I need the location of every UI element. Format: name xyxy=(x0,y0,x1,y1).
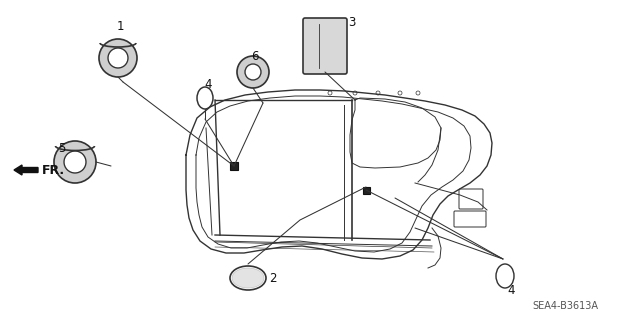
Text: 5: 5 xyxy=(58,143,66,155)
Bar xyxy=(363,187,370,194)
FancyArrow shape xyxy=(14,165,38,175)
Text: 3: 3 xyxy=(348,16,355,28)
Text: 2: 2 xyxy=(269,272,276,286)
Text: 4: 4 xyxy=(204,78,212,91)
Text: SEA4-B3613A: SEA4-B3613A xyxy=(532,301,598,311)
Text: 4: 4 xyxy=(508,285,515,298)
Ellipse shape xyxy=(232,268,264,288)
Text: 6: 6 xyxy=(252,50,259,63)
Text: FR.: FR. xyxy=(42,164,65,176)
FancyBboxPatch shape xyxy=(303,18,347,74)
Text: 1: 1 xyxy=(116,20,124,33)
Bar xyxy=(230,162,238,170)
